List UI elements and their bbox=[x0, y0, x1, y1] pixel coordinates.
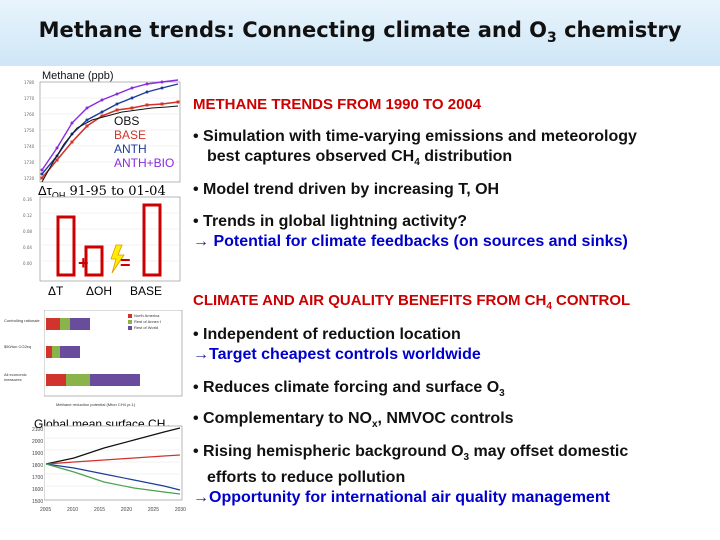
bullet-lightning: • Trends in global lightning activity? →… bbox=[193, 213, 628, 250]
svg-text:1730: 1730 bbox=[24, 160, 35, 165]
bar-label-base: BASE bbox=[130, 284, 163, 298]
equals-sign: = bbox=[120, 253, 131, 273]
ch4-xticks: 2005 2010 2015 2020 2025 2030 bbox=[40, 507, 186, 513]
svg-text:1740: 1740 bbox=[24, 144, 35, 149]
section-heading-benefits: CLIMATE AND AIR QUALITY BENEFITS FROM CH… bbox=[193, 292, 631, 312]
reduction-row-2: $50/ton CO2eq bbox=[4, 344, 32, 349]
reduction-legend: North America Rest of Annex I Rest of Worl… bbox=[134, 313, 162, 330]
svg-text:0.12: 0.12 bbox=[23, 213, 32, 218]
slide-title: Methane trends: Connecting climate and O… bbox=[38, 18, 682, 47]
svg-text:0.16: 0.16 bbox=[23, 197, 32, 202]
bullet-climate-forcing: • Reduces climate forcing and surface O3 bbox=[193, 379, 505, 400]
svg-text:1780: 1780 bbox=[24, 80, 35, 85]
bullet-independent: • Independent of reduction location →Tar… bbox=[193, 326, 481, 363]
bullet-background-ozone: • Rising hemispheric background O3 may o… bbox=[193, 443, 629, 507]
reduction-row-1: Controlling rationale bbox=[4, 318, 40, 323]
ch4-yticks: 2100 2000 1900 1800 1700 1600 1500 bbox=[32, 427, 44, 505]
reduction-xlabel: Methane reduction potential (Mton CH4 yr… bbox=[56, 402, 136, 407]
bullet-complementary: • Complementary to NOx, NMVOC controls bbox=[193, 410, 514, 431]
svg-text:1760: 1760 bbox=[24, 112, 35, 117]
title-bar bbox=[0, 0, 720, 66]
bar-label-dOH: ΔOH bbox=[86, 284, 113, 298]
reduction-chart bbox=[44, 310, 183, 397]
section-heading-trends: METHANE TRENDS FROM 1990 TO 2004 bbox=[193, 96, 482, 113]
reduction-row-3: All economic measures bbox=[4, 372, 27, 382]
bar-label-dT: ΔT bbox=[48, 284, 64, 298]
methane-legend: OBS BASE ANTH ANTH+BIO bbox=[114, 114, 175, 170]
svg-text:1770: 1770 bbox=[24, 96, 35, 101]
bullet-simulation: • Simulation with time-varying emissions… bbox=[193, 128, 637, 169]
methane-chart: 1780 1770 1760 1750 1740 1730 1720 bbox=[24, 79, 181, 183]
svg-text:0.04: 0.04 bbox=[23, 245, 32, 250]
tauoh-chart: 0.16 0.12 0.08 0.04 0.00 bbox=[23, 196, 181, 282]
plus-sign: + bbox=[78, 253, 89, 273]
methane-ylabel: Methane (ppb) bbox=[42, 70, 114, 82]
svg-text:1720: 1720 bbox=[24, 176, 35, 181]
ch4-chart bbox=[44, 425, 183, 501]
svg-text:0.08: 0.08 bbox=[23, 229, 32, 234]
tauoh-label: ΔτOH 91-95 to 01-04 bbox=[38, 183, 166, 201]
bullet-model-trend: • Model trend driven by increasing T, OH bbox=[193, 181, 500, 198]
svg-text:1750: 1750 bbox=[24, 128, 35, 133]
svg-text:0.00: 0.00 bbox=[23, 261, 32, 266]
